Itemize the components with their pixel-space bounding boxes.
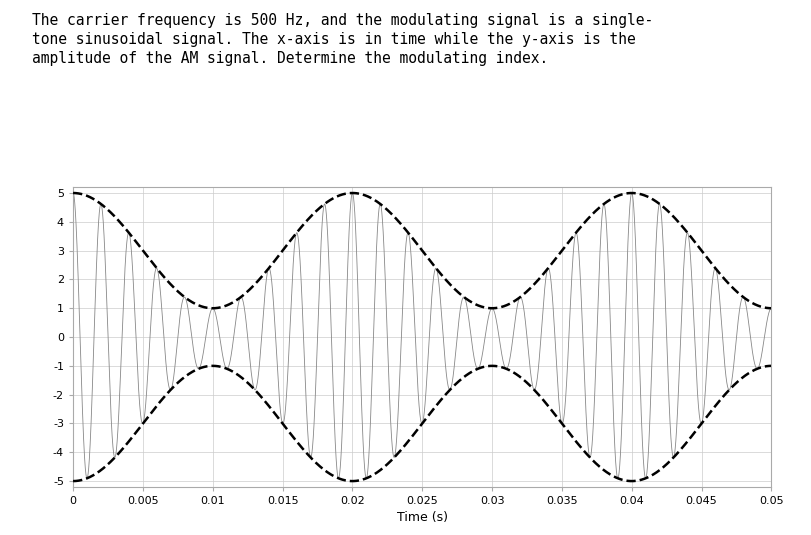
X-axis label: Time (s): Time (s) <box>397 511 447 524</box>
Text: The carrier frequency is 500 Hz, and the modulating signal is a single-: The carrier frequency is 500 Hz, and the… <box>32 13 653 28</box>
Text: amplitude of the AM signal. Determine the modulating index.: amplitude of the AM signal. Determine th… <box>32 51 548 66</box>
Text: tone sinusoidal signal. The x-axis is in time while the y-axis is the: tone sinusoidal signal. The x-axis is in… <box>32 32 636 47</box>
